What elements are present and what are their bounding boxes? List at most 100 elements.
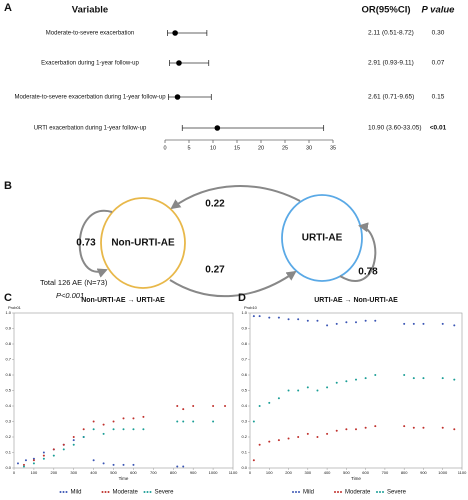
edge-label: 0.73: [76, 238, 96, 249]
point: [422, 426, 425, 429]
point: [374, 319, 377, 322]
legend-label: Mild: [71, 490, 82, 496]
edge: [169, 270, 297, 298]
x-tick-label: 800: [170, 470, 177, 475]
point: [268, 316, 271, 319]
point: [112, 428, 115, 431]
x-axis-label: Time: [351, 476, 361, 481]
point: [268, 401, 271, 404]
legend-marker: [382, 491, 384, 493]
point: [82, 436, 85, 438]
point: [326, 432, 329, 435]
point: [176, 420, 179, 423]
point: [316, 319, 319, 322]
point: [306, 386, 309, 389]
x-tick-label: 35: [330, 145, 336, 151]
point: [224, 405, 227, 407]
legend-marker: [59, 491, 62, 493]
point: [441, 426, 444, 429]
point: [403, 374, 406, 376]
point: [258, 443, 261, 446]
x-tick-label: 400: [324, 470, 331, 475]
point: [112, 463, 115, 466]
state-diagram: B Non-URTI-AE URTI-AE 0.73 0.22 0.27 0.7…: [4, 180, 378, 300]
y-tick-label: 0.1: [5, 450, 11, 455]
point: [252, 459, 255, 462]
panel-label: C: [4, 292, 12, 304]
legend-label: Moderate: [113, 490, 139, 496]
y-tick-label: 0.6: [5, 372, 11, 377]
y-tick-label: 0.7: [241, 357, 247, 362]
point: [355, 321, 357, 324]
x-tick-label: 100: [31, 470, 38, 475]
point: [192, 405, 195, 407]
x-tick-label: 1100: [229, 470, 238, 475]
legend-marker: [298, 491, 300, 493]
legend-marker: [149, 491, 152, 493]
x-tick-label: 900: [190, 470, 197, 475]
legend-marker: [340, 491, 342, 493]
point: [412, 377, 415, 380]
edge: [170, 185, 301, 210]
point: [192, 420, 195, 423]
point: [258, 405, 261, 407]
point: [335, 322, 338, 325]
point: [102, 462, 105, 465]
row-label: Moderate-to-severe exacerbation during 1…: [14, 95, 166, 101]
point: [176, 465, 179, 468]
y-tick-label: 0.8: [5, 341, 11, 346]
edge: [78, 209, 113, 278]
y-tick-label: 0.0: [241, 465, 247, 470]
point: [16, 462, 19, 465]
panel-label: B: [4, 180, 12, 192]
point-estimate: [172, 30, 178, 36]
point: [102, 423, 105, 426]
point: [326, 386, 329, 389]
point: [142, 415, 145, 418]
node: [281, 194, 363, 282]
plot-frame: [13, 312, 234, 469]
p-value: 0.30: [432, 30, 445, 37]
point: [72, 439, 75, 442]
row-label: Exacerbation during 1-year follow-up: [41, 61, 139, 67]
y-tick-label: 0.6: [241, 372, 247, 377]
legend-marker: [146, 491, 149, 493]
point: [422, 322, 425, 325]
x-tick-label: 15: [234, 145, 240, 151]
point: [42, 451, 45, 454]
point: [422, 377, 425, 380]
y-tick-label: 0.3: [241, 419, 247, 424]
node: [100, 197, 186, 289]
point: [297, 436, 300, 438]
point: [316, 436, 319, 438]
point: [22, 465, 25, 468]
legend-marker: [292, 491, 294, 493]
point: [92, 459, 95, 462]
point: [122, 417, 125, 420]
panel-label: D: [238, 292, 246, 304]
y-tick-label: 1.0: [5, 310, 11, 315]
point: [182, 465, 185, 468]
y-tick-label: 0.1: [241, 450, 247, 455]
y-tick-label: 0.0: [5, 465, 11, 470]
legend-marker: [376, 491, 378, 493]
x-tick-label: 0: [249, 470, 252, 475]
point: [122, 428, 125, 431]
y-tick-label: 0.9: [5, 326, 11, 331]
y-tick-label: 0.2: [241, 434, 247, 439]
point-estimate: [214, 125, 221, 131]
x-tick-label: 500: [343, 470, 350, 475]
point: [355, 378, 357, 381]
y-tick-label: 0.2: [5, 434, 11, 439]
point: [52, 448, 55, 451]
point-estimate: [176, 60, 182, 66]
x-tick-label: 25: [282, 145, 288, 151]
legend-marker: [104, 491, 107, 493]
or-label: 2.11 (0.51-8.72): [368, 30, 414, 37]
x-tick-label: 1000: [209, 470, 219, 475]
point: [306, 432, 309, 435]
legend-marker: [65, 491, 68, 493]
point: [306, 319, 309, 322]
point: [441, 322, 444, 325]
chart-title: Non-URTI-AE → URTI-AE: [81, 297, 165, 304]
